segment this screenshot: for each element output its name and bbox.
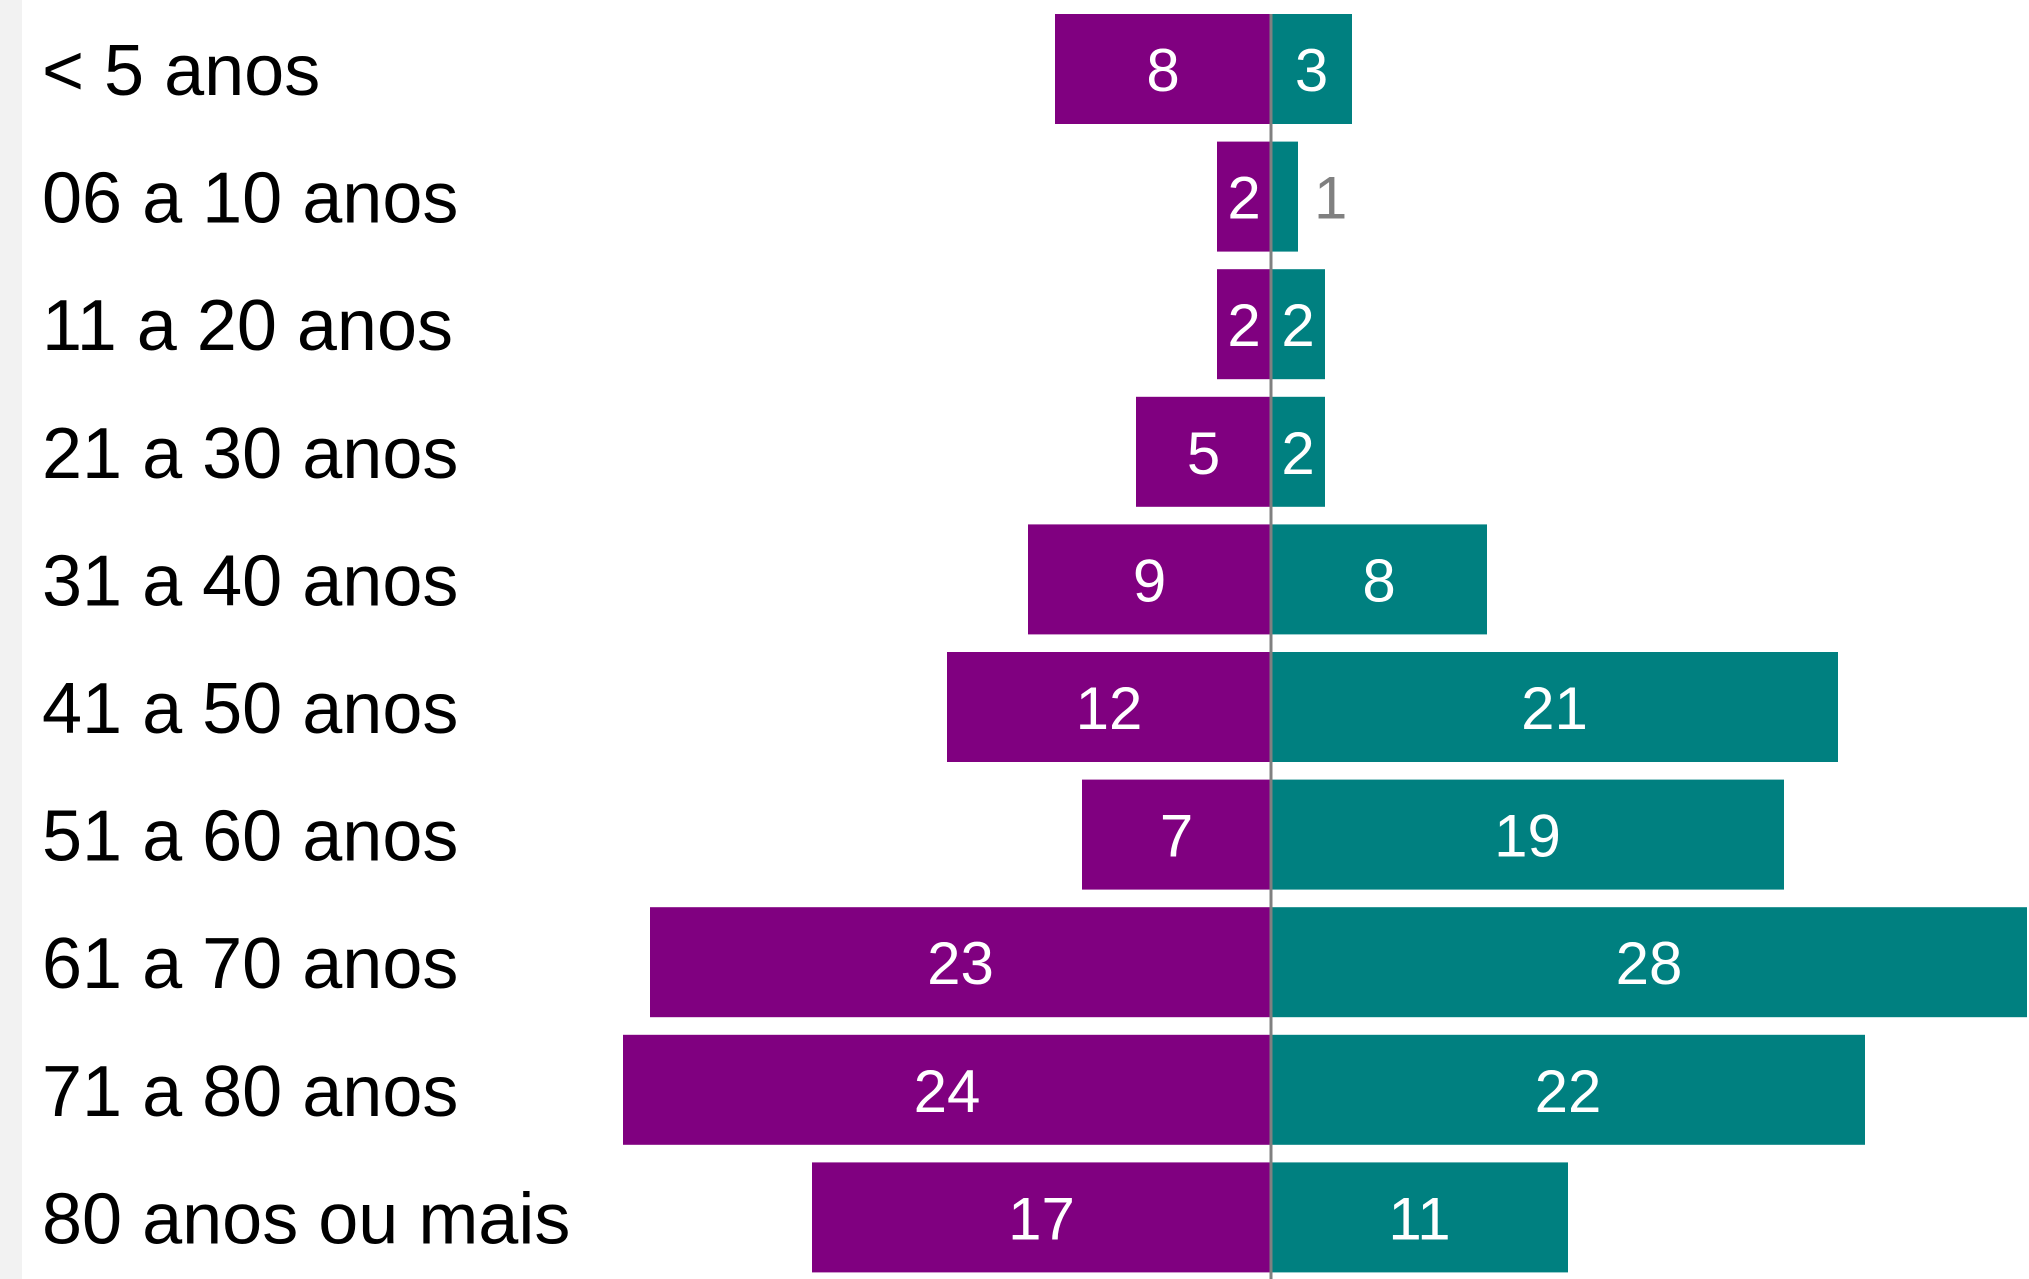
category-label: 21 a 30 anos: [42, 414, 458, 494]
bar-right-value-label: 28: [1616, 930, 1683, 997]
left-margin-rule: [0, 0, 22, 1279]
bar-right: [1271, 269, 1325, 380]
bar-left-value-label: 12: [1076, 675, 1143, 742]
bar-right: [1271, 1162, 1568, 1273]
bar-left-value-label: 24: [914, 1058, 981, 1125]
bar-left: [1217, 141, 1271, 252]
bar-right-value-label: 21: [1521, 675, 1588, 742]
bar-right-value-label: 3: [1295, 37, 1328, 104]
bar-left-value-label: 17: [1008, 1185, 1075, 1252]
bar-right-value-label: 8: [1362, 547, 1395, 614]
category-label: 61 a 70 anos: [42, 924, 458, 1004]
bar-left: [812, 1162, 1271, 1273]
bar-right: [1271, 907, 2027, 1018]
category-label: 31 a 40 anos: [42, 541, 458, 621]
category-label: 80 anos ou mais: [42, 1179, 570, 1259]
category-label: 06 a 10 anos: [42, 159, 458, 239]
bar-left: [1217, 269, 1271, 380]
bar-left-value-label: 2: [1227, 165, 1260, 232]
bar-right: [1271, 14, 1352, 124]
category-label: 51 a 60 anos: [42, 797, 458, 877]
bar-right-value-label: 2: [1281, 292, 1314, 359]
bar-left: [623, 1034, 1271, 1145]
bar-left: [1082, 779, 1271, 890]
bar-left: [947, 652, 1271, 762]
category-label: < 5 anos: [42, 31, 320, 111]
category-label: 71 a 80 anos: [42, 1052, 458, 1132]
bar-left: [650, 907, 1271, 1018]
bar-left-value-label: 7: [1160, 803, 1193, 870]
category-label: 41 a 50 anos: [42, 669, 458, 749]
bar-right-value-label: 11: [1388, 1185, 1450, 1252]
bar-right: [1271, 524, 1487, 635]
bar-left-value-label: 8: [1146, 37, 1179, 104]
bar-left: [1055, 14, 1271, 124]
bar-left: [1136, 396, 1271, 507]
bar-right: [1271, 141, 1298, 252]
bar-right: [1271, 396, 1325, 507]
bar-left-value-label: 5: [1187, 420, 1220, 487]
bar-right-value-label: 1: [1314, 165, 1347, 232]
bar-left: [1028, 524, 1271, 635]
bar-right-value-label: 22: [1535, 1058, 1602, 1125]
bar-left-value-label: 23: [927, 930, 994, 997]
bar-right: [1271, 652, 1838, 762]
bar-left-value-label: 9: [1133, 547, 1166, 614]
bar-right: [1271, 1034, 1865, 1145]
category-label: 11 a 20 anos: [42, 286, 453, 366]
bar-right: [1271, 779, 1784, 890]
bar-right-value-label: 19: [1494, 803, 1561, 870]
bar-right-value-label: 2: [1281, 420, 1314, 487]
bar-left-value-label: 2: [1227, 292, 1260, 359]
